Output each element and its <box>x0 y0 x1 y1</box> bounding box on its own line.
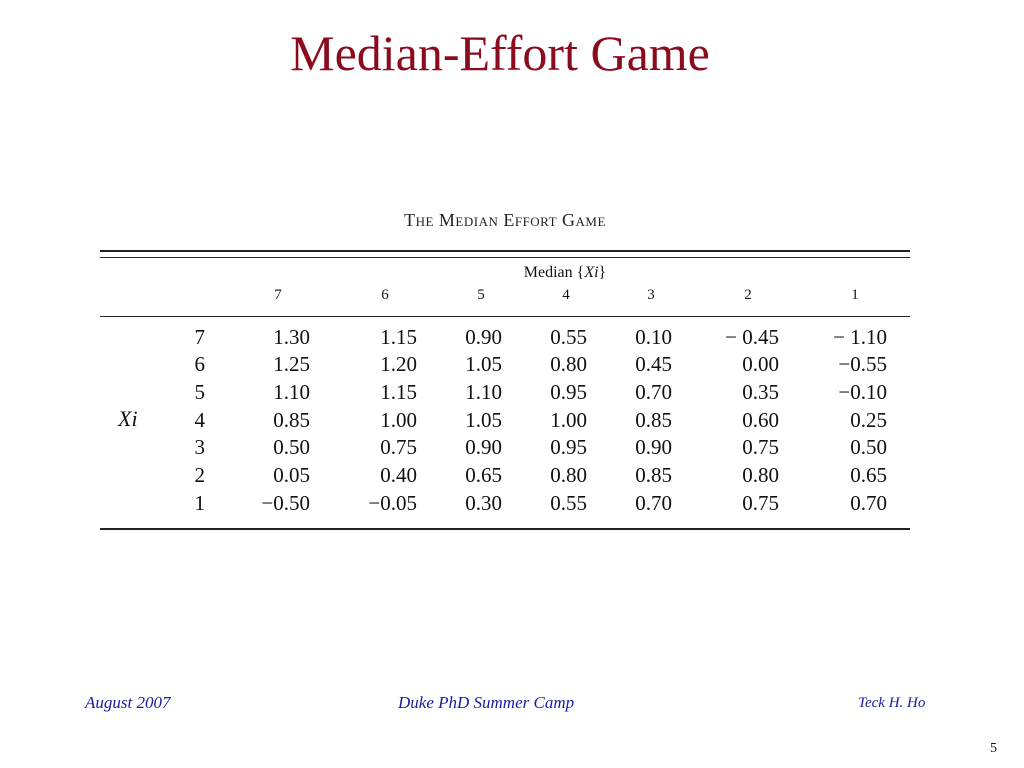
table-cell: 0.00 <box>742 352 779 376</box>
table-cell: 1.15 <box>380 380 417 404</box>
column-header: 1 <box>851 287 859 303</box>
row-label: 7 <box>194 325 206 349</box>
table-cell: 1.00 <box>550 408 587 432</box>
column-header: 4 <box>562 287 570 303</box>
column-header: 2 <box>744 287 752 303</box>
table-cell: 0.40 <box>380 463 417 487</box>
table-cell: 1.20 <box>380 352 417 376</box>
table-cell: 0.25 <box>850 408 887 432</box>
table-caption: The Median Effort Game <box>404 210 606 230</box>
median-header-variable: Xi <box>584 264 599 281</box>
table-cell: 0.55 <box>550 325 587 349</box>
table-cell: 0.95 <box>550 380 587 404</box>
header-rule <box>100 316 910 317</box>
table-cell: 0.85 <box>635 463 672 487</box>
table-cell: −0.50 <box>261 491 310 515</box>
row-label: 3 <box>194 435 206 459</box>
table-cell: 0.70 <box>635 380 672 404</box>
table-top-rule <box>100 250 910 252</box>
table-cell: 1.10 <box>273 380 310 404</box>
column-header: 3 <box>647 287 655 303</box>
table-cell: 0.45 <box>635 352 672 376</box>
table-cell: 1.05 <box>465 352 502 376</box>
table-cell: −0.10 <box>838 380 887 404</box>
row-label: 2 <box>194 463 206 487</box>
table-cell: 0.80 <box>550 352 587 376</box>
table-cell: 0.05 <box>273 463 310 487</box>
table-cell: 0.90 <box>465 435 502 459</box>
table-top-rule-2 <box>100 257 910 258</box>
page-number: 5 <box>990 741 997 756</box>
table-bottom-rule <box>100 528 910 530</box>
table-cell: 0.75 <box>380 435 417 459</box>
footer-author: Teck H. Ho <box>858 695 926 711</box>
row-label: 1 <box>194 491 206 515</box>
table-cell: 1.00 <box>380 408 417 432</box>
median-header-prefix: Median { <box>523 264 585 281</box>
table-cell: 0.35 <box>742 380 779 404</box>
table-cell: 0.85 <box>273 408 310 432</box>
table-cell: − 1.10 <box>833 325 887 349</box>
table-cell: −0.05 <box>368 491 417 515</box>
table-cell: 0.50 <box>273 435 310 459</box>
table-cell: 1.30 <box>273 325 310 349</box>
table-cell: 1.15 <box>380 325 417 349</box>
table-cell: 0.95 <box>550 435 587 459</box>
footer-date: August 2007 <box>85 693 171 712</box>
column-header: 6 <box>381 287 389 303</box>
table-cell: 0.30 <box>465 491 502 515</box>
median-header-suffix: } <box>598 264 607 281</box>
table-cell: −0.55 <box>838 352 887 376</box>
column-header: 7 <box>274 287 282 303</box>
table-cell: 0.65 <box>465 463 502 487</box>
table-cell: 0.75 <box>742 435 779 459</box>
row-label: 6 <box>194 352 206 376</box>
row-variable-label: Xi <box>118 406 138 431</box>
table-cell: 0.60 <box>742 408 779 432</box>
median-header: Median {Xi} <box>500 264 630 282</box>
slide-title: Median-Effort Game <box>290 25 710 81</box>
table-cell: 0.65 <box>850 463 887 487</box>
row-label: 5 <box>194 380 206 404</box>
column-header: 5 <box>477 287 485 303</box>
table-cell: 0.80 <box>550 463 587 487</box>
table-cell: 0.90 <box>635 435 672 459</box>
table-cell: 0.70 <box>850 491 887 515</box>
footer-event: Duke PhD Summer Camp <box>398 693 575 712</box>
table-cell: 0.90 <box>465 325 502 349</box>
row-label: 4 <box>194 408 206 432</box>
table-cell: 0.10 <box>635 325 672 349</box>
table-cell: 0.50 <box>850 435 887 459</box>
table-cell: 1.25 <box>273 352 310 376</box>
table-cell: 0.75 <box>742 491 779 515</box>
table-cell: 0.70 <box>635 491 672 515</box>
table-cell: − 0.45 <box>725 325 779 349</box>
table-cell: 1.05 <box>465 408 502 432</box>
table-cell: 0.80 <box>742 463 779 487</box>
table-cell: 0.55 <box>550 491 587 515</box>
table-cell: 0.85 <box>635 408 672 432</box>
table-cell: 1.10 <box>465 380 502 404</box>
